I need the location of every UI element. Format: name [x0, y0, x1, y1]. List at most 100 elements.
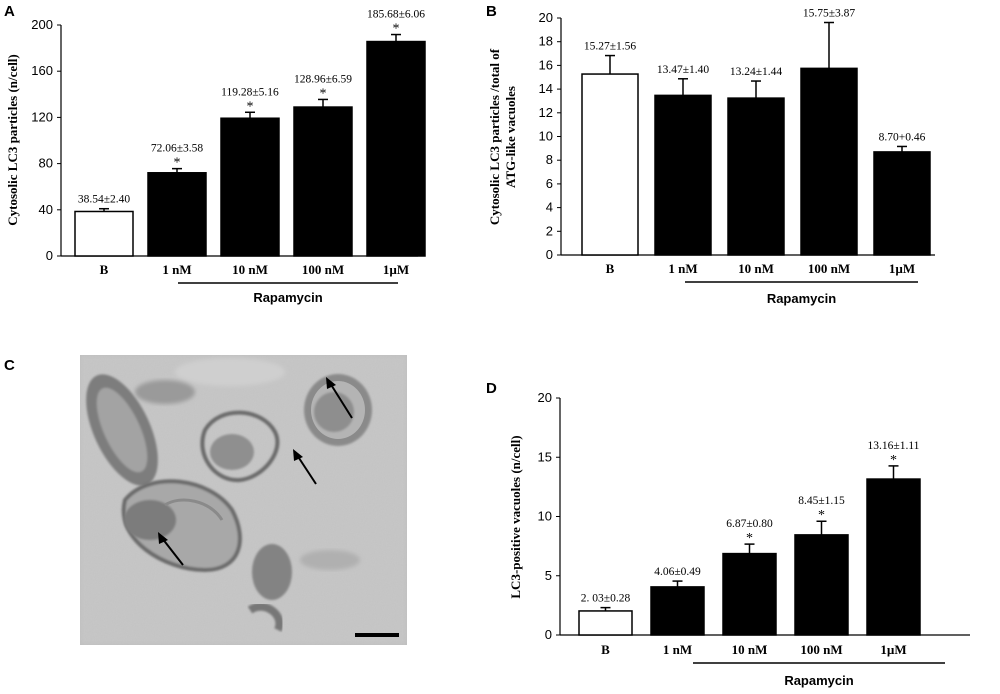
category-label: 10 nM: [732, 642, 768, 657]
data-label: 119.28±5.16: [221, 86, 279, 98]
bar: [581, 73, 639, 256]
category-label: 10 nM: [232, 262, 268, 277]
category-label: B: [601, 642, 610, 657]
data-label: 2. 03±0.28: [581, 593, 631, 605]
significance-star: *: [746, 531, 753, 546]
bar: [220, 117, 280, 257]
y-tick-label: 0: [546, 247, 553, 262]
data-label: 6.87±0.80: [726, 518, 773, 530]
arrowhead-3: [158, 532, 168, 544]
panel-letter-a: A: [4, 3, 15, 20]
arrowhead-1: [326, 377, 336, 389]
y-tick-label: 20: [539, 10, 553, 25]
significance-star: *: [393, 22, 400, 37]
data-label: 15.27±1.56: [584, 41, 637, 53]
y-tick-label: 20: [538, 390, 552, 405]
category-label: B: [100, 262, 109, 277]
significance-star: *: [320, 86, 327, 101]
bar: [654, 94, 712, 256]
bar: [722, 552, 777, 636]
y-tick-label: 8: [546, 152, 553, 167]
panel-letter-d: D: [486, 380, 497, 397]
y-tick-label: 4: [546, 200, 553, 215]
group-label: Rapamycin: [253, 290, 322, 305]
y-tick-label: 6: [546, 176, 553, 191]
y-axis-label: Cytosolic LC3 particles /total ofATG-lik…: [487, 48, 518, 225]
data-label: 72.06±3.58: [151, 143, 204, 155]
bar: [800, 67, 858, 256]
category-label: 100 nM: [800, 642, 842, 657]
data-label: 15.75±3.87: [803, 8, 856, 20]
y-tick-label: 80: [39, 156, 53, 171]
significance-star: *: [247, 99, 254, 114]
category-label: 1 nM: [668, 261, 697, 276]
y-tick-label: 18: [539, 34, 553, 49]
panel-letter-c: C: [4, 357, 15, 374]
significance-star: *: [890, 453, 897, 468]
data-label: 185.68±6.06: [367, 9, 425, 21]
y-axis-label: Cytosolic LC3 particles (n/cell): [5, 54, 20, 226]
bar: [74, 210, 134, 257]
arrow-3: [161, 537, 184, 566]
y-tick-label: 40: [39, 202, 53, 217]
data-label: 8.70+0.46: [879, 131, 926, 143]
electron-micrograph: [80, 355, 407, 645]
y-axis-label-line: Cytosolic LC3 particles /total of: [487, 48, 502, 225]
y-tick-label: 120: [31, 109, 53, 124]
panel-letter-b: B: [486, 3, 497, 20]
group-label: Rapamycin: [784, 673, 853, 688]
y-tick-label: 10: [538, 509, 552, 524]
category-label: 1µM: [383, 262, 409, 277]
category-label: 100 nM: [302, 262, 344, 277]
y-tick-label: 10: [539, 129, 553, 144]
significance-star: *: [818, 508, 825, 523]
bar: [650, 586, 705, 636]
chart-panel-d: 0 5 10 15 20 LC3-positive vacuoles (n/cell) 2.…: [508, 390, 970, 688]
category-label: 10 nM: [738, 261, 774, 276]
data-label: 13.16±1.11: [868, 440, 920, 452]
y-axis-label: LC3-positive vacuoles (n/cell): [508, 435, 523, 598]
bar: [727, 97, 785, 256]
scale-bar: [355, 633, 399, 637]
y-tick-label: 16: [539, 57, 553, 72]
bar: [366, 40, 426, 257]
chart-panel-b: 0 2 4 6 8 10 12 14 16 18 20 Cytosolic LC3 particles…: [487, 8, 935, 306]
category-label: 1 nM: [663, 642, 692, 657]
y-tick-label: 14: [539, 81, 553, 96]
y-axis-label-line: ATG-like vacuoles: [503, 86, 518, 188]
category-label: 1 nM: [162, 262, 191, 277]
bar: [578, 610, 633, 636]
data-label: 8.45±1.15: [798, 495, 845, 507]
y-tick-label: 0: [46, 248, 53, 263]
y-tick-label: 200: [31, 17, 53, 32]
category-label: B: [606, 261, 615, 276]
bar: [293, 106, 353, 257]
group-label: Rapamycin: [767, 291, 836, 306]
bar: [873, 151, 931, 256]
significance-star: *: [174, 156, 181, 171]
data-label: 128.96±6.59: [294, 73, 352, 85]
bar: [147, 172, 207, 257]
y-tick-label: 12: [539, 105, 553, 120]
y-tick-label: 160: [31, 63, 53, 78]
data-label: 13.24±1.44: [730, 66, 783, 78]
y-axis-label-line: LC3-positive vacuoles (n/cell): [508, 435, 523, 598]
category-label: 100 nM: [808, 261, 850, 276]
chart-panel-a: 0 40 80 120 160 200 Cytosolic LC3 particles (n…: [5, 9, 426, 305]
y-tick-label: 0: [545, 627, 552, 642]
y-axis-label-line: Cytosolic LC3 particles (n/cell): [5, 54, 20, 226]
data-label: 13.47±1.40: [657, 64, 710, 76]
category-label: 1µM: [880, 642, 906, 657]
y-tick-label: 15: [538, 449, 552, 464]
bar: [794, 534, 849, 636]
y-tick-label: 2: [546, 223, 553, 238]
bar: [866, 478, 921, 636]
data-label: 38.54±2.40: [78, 194, 131, 206]
arrow-1: [329, 382, 353, 419]
category-label: 1µM: [889, 261, 915, 276]
arrowhead-2: [293, 449, 303, 461]
data-label: 4.06±0.49: [654, 566, 701, 578]
arrow-2: [296, 454, 317, 485]
y-tick-label: 5: [545, 568, 552, 583]
